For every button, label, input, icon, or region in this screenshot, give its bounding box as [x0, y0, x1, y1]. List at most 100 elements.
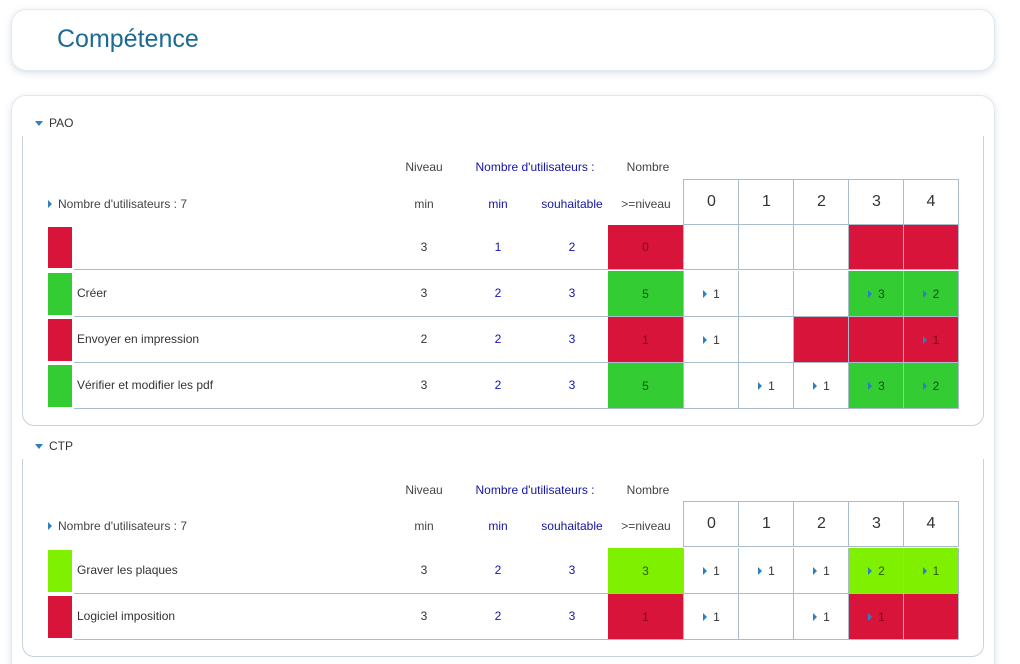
level-cell-4[interactable]: 1	[903, 548, 959, 594]
status-indicator	[48, 550, 72, 592]
level-count: 1	[823, 563, 830, 578]
row-label-cell	[74, 363, 685, 409]
level-cell-3[interactable]: 1	[848, 594, 904, 640]
level-cell-1	[738, 225, 794, 270]
caret-right-icon	[703, 335, 708, 344]
level-cell-2	[793, 271, 849, 317]
level-count: 1	[713, 609, 720, 624]
level-cell-0[interactable]: 1	[683, 317, 739, 363]
level-count: 1	[932, 332, 940, 347]
competence-label: Créer	[77, 286, 108, 300]
level-cell-4[interactable]: 1	[903, 317, 959, 363]
level-cell-4	[903, 594, 959, 640]
caret-right-icon	[868, 612, 873, 621]
level-user-link[interactable]: 1	[813, 379, 830, 393]
level-user-link[interactable]: 1	[758, 379, 775, 393]
niveau-min-value: 3	[420, 609, 428, 623]
niveau-min-value: 2	[420, 332, 428, 346]
level-cell-1	[738, 317, 794, 363]
level-cell-2	[793, 317, 849, 363]
col-niveau-header: Niveau	[405, 483, 443, 497]
level-cell-3[interactable]: 3	[848, 271, 904, 317]
level-count: 2	[932, 378, 940, 393]
level-user-link[interactable]: 1	[703, 333, 720, 347]
level-header-1: 1	[738, 179, 794, 225]
level-count: 2	[932, 286, 940, 301]
level-cell-2[interactable]: 1	[793, 594, 849, 640]
level-user-link[interactable]: 2	[922, 378, 940, 393]
caret-right-icon	[813, 381, 818, 390]
level-cell-2[interactable]: 1	[793, 363, 849, 409]
users-count-toggle[interactable]: Nombre d'utilisateurs : 7	[48, 197, 187, 211]
level-cell-0[interactable]: 1	[683, 271, 739, 317]
table-row[interactable]: Graver les plaques 3 2 3 3 1 1 1 2 1	[23, 548, 959, 594]
count-value: 0	[642, 240, 649, 254]
level-cell-1[interactable]: 1	[738, 363, 794, 409]
level-header-4: 4	[903, 179, 959, 225]
table-row[interactable]: Vérifier et modifier les pdf 3 2 3 5 1 1 3 2	[23, 363, 959, 409]
level-count: 1	[768, 378, 775, 393]
level-cell-1[interactable]: 1	[738, 548, 794, 594]
niveau-min-value: 3	[420, 378, 428, 392]
level-cell-2[interactable]: 1	[793, 548, 849, 594]
section-toggle-ctp[interactable]: CTP	[35, 439, 73, 453]
level-user-link[interactable]: 2	[868, 564, 885, 578]
level-cell-4[interactable]: 2	[903, 363, 959, 409]
table-row[interactable]: Envoyer en impression 2 2 3 1 1 1	[23, 317, 959, 363]
users-souhaitable-value: 2	[568, 239, 576, 254]
level-user-link[interactable]: 2	[922, 286, 940, 301]
level-user-link[interactable]: 1	[703, 610, 720, 624]
count-cell: 1	[608, 594, 683, 640]
col-niveau-header: Niveau	[405, 160, 443, 174]
caret-right-icon	[868, 289, 873, 298]
niveau-min-value: 3	[420, 239, 428, 254]
level-user-link[interactable]: 3	[868, 287, 885, 301]
level-count: 1	[878, 609, 885, 624]
level-cell-0[interactable]: 1	[683, 594, 739, 640]
table-row[interactable]: 3 1 2 0	[23, 225, 959, 270]
level-user-link[interactable]: 1	[922, 332, 940, 347]
level-user-link[interactable]: 1	[703, 287, 720, 301]
level-cell-0[interactable]: 1	[683, 548, 739, 594]
row-label-cell	[74, 225, 685, 270]
level-user-link[interactable]: 1	[922, 563, 940, 578]
level-header-0: 0	[683, 179, 739, 225]
users-min-value: 2	[494, 609, 502, 623]
users-min-value: 1	[494, 239, 502, 254]
users-count-toggle[interactable]: Nombre d'utilisateurs : 7	[48, 519, 187, 533]
level-user-link[interactable]: 1	[813, 564, 830, 578]
caret-right-icon	[868, 566, 873, 575]
level-user-link[interactable]: 1	[758, 564, 775, 578]
level-cell-4[interactable]: 2	[903, 271, 959, 317]
count-value: 1	[642, 332, 649, 347]
caret-right-icon	[758, 381, 763, 390]
caret-right-icon	[48, 200, 52, 208]
count-value: 1	[642, 609, 649, 624]
caret-down-icon	[35, 120, 43, 126]
page-title: Compétence	[57, 25, 199, 53]
level-cell-3[interactable]: 2	[848, 548, 904, 594]
caret-right-icon	[922, 566, 927, 575]
users-souhaitable-value: 3	[568, 332, 576, 346]
caret-right-icon	[868, 381, 873, 390]
competence-label: Logiciel imposition	[77, 609, 176, 623]
caret-right-icon	[922, 289, 927, 298]
col-niveau-min: min	[414, 519, 434, 533]
caret-down-icon	[35, 443, 43, 449]
level-user-link[interactable]: 1	[813, 610, 830, 624]
level-count: 1	[768, 563, 775, 578]
users-min-value: 2	[494, 332, 502, 346]
col-users-header: Nombre d'utilisateurs :	[475, 160, 595, 174]
level-count: 1	[932, 563, 940, 578]
col-count-niveau: >=niveau	[621, 197, 671, 211]
section-card	[22, 459, 984, 657]
level-user-link[interactable]: 1	[703, 564, 720, 578]
caret-right-icon	[703, 566, 708, 575]
level-count: 2	[878, 563, 885, 578]
table-row[interactable]: Logiciel imposition 3 2 3 1 1 1 1	[23, 594, 959, 640]
section-toggle-pao[interactable]: PAO	[35, 116, 73, 130]
table-row[interactable]: Créer 3 2 3 5 1 3 2	[23, 271, 959, 317]
level-cell-3[interactable]: 3	[848, 363, 904, 409]
level-user-link[interactable]: 1	[868, 610, 885, 624]
level-user-link[interactable]: 3	[868, 379, 885, 393]
